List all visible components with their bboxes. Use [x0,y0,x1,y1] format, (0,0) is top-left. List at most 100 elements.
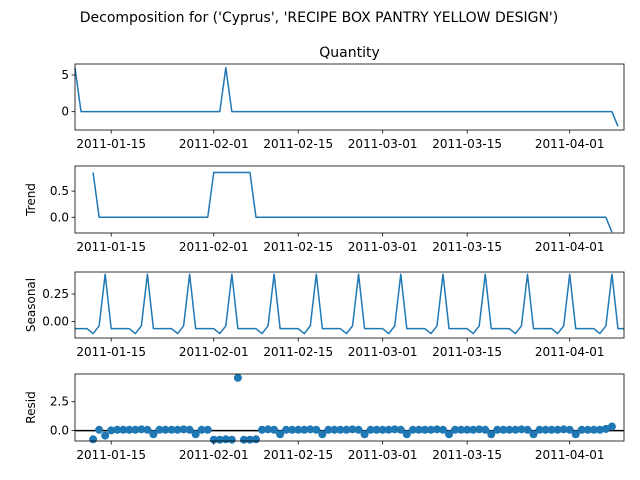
data-point [475,425,484,434]
axes-frame [74,165,625,234]
x-tick-label: 2011-03-01 [348,448,418,462]
data-point [203,425,212,434]
data-point [336,425,345,434]
data-point [143,425,152,434]
data-point [324,425,333,434]
data-point [318,430,327,439]
panel-2: 2011-01-15 2011-02-01 2011-02-15 2011-03-01… [24,165,625,254]
data-point [595,425,604,434]
x-tick-label: 2011-02-15 [263,137,333,151]
y-tick-label: 5 [61,68,69,82]
data-point [414,425,423,434]
data-point [535,425,544,434]
data-point [565,425,574,434]
data-point [348,425,357,434]
data-point [523,425,532,434]
data-point [439,425,448,434]
series-line [74,66,619,127]
y-tick-label: 2.5 [50,395,69,409]
x-tick-label: 2011-01-15 [76,345,146,359]
data-point [360,430,369,439]
data-point [469,425,478,434]
data-point [330,425,339,434]
data-point [354,425,363,434]
x-tick-label: 2011-03-15 [432,448,502,462]
axes-frame [74,373,625,442]
data-point [553,425,562,434]
data-point [342,425,351,434]
data-point [215,435,224,444]
data-point [300,425,309,434]
axes-frame [74,63,625,131]
x-tick-label: 2011-03-01 [348,345,418,359]
x-tick-label: 2011-04-01 [535,137,605,151]
data-point [107,426,116,435]
data-point [402,430,411,439]
x-tick-label: 2011-01-15 [76,137,146,151]
data-point [607,422,616,431]
data-point [119,425,128,434]
data-point [511,425,520,434]
data-point [312,425,321,434]
x-tick-label: 2011-03-15 [432,137,502,151]
x-tick-label: 2011-03-01 [348,240,418,254]
data-point [390,425,399,434]
data-point [282,425,291,434]
x-tick-label: 2011-02-01 [179,345,249,359]
data-point [270,425,279,434]
data-point [167,425,176,434]
x-tick-label: 2011-02-01 [179,448,249,462]
y-tick-label: 0.0 [50,424,69,438]
data-point [481,425,490,434]
data-point [227,435,236,444]
data-point [372,425,381,434]
x-tick-label: 2011-01-15 [76,448,146,462]
x-tick-label: 2011-03-01 [348,137,418,151]
data-point [294,425,303,434]
data-point [577,425,586,434]
data-point [487,430,496,439]
data-point [559,425,568,434]
data-point [95,425,104,434]
x-tick-label: 2011-04-01 [535,240,605,254]
data-point [137,425,146,434]
data-point [306,425,315,434]
data-point [571,430,580,439]
data-point [384,425,393,434]
data-point [583,425,592,434]
data-point [113,425,122,434]
x-tick-label: 2011-04-01 [535,448,605,462]
data-point [149,430,158,439]
data-point [173,425,182,434]
data-point [517,425,526,434]
data-point [601,424,610,433]
y-axis-label: Trend [24,183,38,217]
data-point [445,430,454,439]
y-axis-label: Resid [24,391,38,423]
x-tick-label: 2011-02-01 [179,240,249,254]
data-point [378,425,387,434]
data-point [245,435,254,444]
data-point [276,430,285,439]
data-point [457,425,466,434]
data-point [185,425,194,434]
y-tick-label: 0.5 [50,184,69,198]
data-point [529,430,538,439]
x-tick-label: 2011-03-15 [432,240,502,254]
data-point [179,425,188,434]
data-point [264,425,273,434]
data-point [426,425,435,434]
x-tick-label: 2011-02-15 [263,345,333,359]
x-tick-label: 2011-02-15 [263,240,333,254]
data-point [396,425,405,434]
panel-title: Quantity [319,45,380,61]
x-tick-label: 2011-03-15 [432,345,502,359]
data-point [547,425,556,434]
data-point [288,425,297,434]
data-point [451,425,460,434]
panels: 2011-01-15 2011-02-01 2011-02-15 2011-03-01… [24,45,625,462]
data-point [493,425,502,434]
data-point [89,435,98,444]
data-point [432,425,441,434]
